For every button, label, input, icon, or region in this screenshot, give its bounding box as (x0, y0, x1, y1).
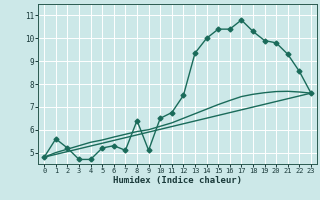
X-axis label: Humidex (Indice chaleur): Humidex (Indice chaleur) (113, 176, 242, 185)
